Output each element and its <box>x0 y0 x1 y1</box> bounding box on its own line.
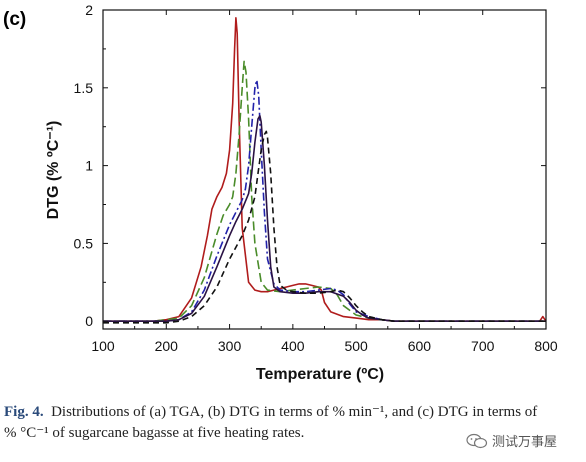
wechat-icon <box>466 433 488 448</box>
x-tick-label: 200 <box>155 338 179 354</box>
x-tick-label: 300 <box>218 338 242 354</box>
dtg-chart: (c) 100 200 300 400 500 600 700 800 0 0.5 1 1.5 2 T… <box>3 2 558 383</box>
x-axis-ticks: 100 200 300 400 500 600 700 800 <box>91 10 558 354</box>
watermark-text: 测试万事屋 <box>492 435 558 450</box>
y-tick-label: 1.5 <box>74 80 94 96</box>
y-tick-label: 0 <box>85 313 93 329</box>
watermark: 测试万事屋 <box>466 431 557 450</box>
x-tick-label: 100 <box>91 338 115 354</box>
y-tick-label: 2 <box>85 2 93 18</box>
series-line-5 <box>103 130 546 324</box>
figure-number: Fig. 4. <box>4 404 44 420</box>
y-tick-label: 1 <box>85 158 93 174</box>
caption-line-1: Fig. 4. Distributions of (a) TGA, (b) DT… <box>4 402 584 423</box>
figure-caption: Fig. 4. Distributions of (a) TGA, (b) DT… <box>4 402 584 444</box>
x-tick-label: 700 <box>471 338 495 354</box>
y-axis-title: DTG (% ºC⁻¹) <box>45 121 62 220</box>
x-tick-label: 600 <box>408 338 432 354</box>
x-tick-label: 400 <box>281 338 305 354</box>
y-tick-label: 0.5 <box>74 235 94 251</box>
panel-label: (c) <box>3 9 26 30</box>
series-line-1 <box>103 17 547 322</box>
x-tick-label: 800 <box>534 338 558 354</box>
x-tick-label: 500 <box>344 338 368 354</box>
series-line-3 <box>103 79 546 322</box>
y-axis-ticks: 0 0.5 1 1.5 2 <box>74 2 546 329</box>
x-axis-title: Temperature (ºC) <box>256 366 384 383</box>
caption-text-1: Distributions of (a) TGA, (b) DTG in ter… <box>51 404 538 420</box>
series-line-4 <box>103 115 546 322</box>
series-curves <box>103 17 547 324</box>
series-line-2 <box>103 60 546 322</box>
caption-text-2: % °C⁻¹ of sugarcane bagasse at five heat… <box>4 425 305 441</box>
plot-frame <box>102 9 547 330</box>
